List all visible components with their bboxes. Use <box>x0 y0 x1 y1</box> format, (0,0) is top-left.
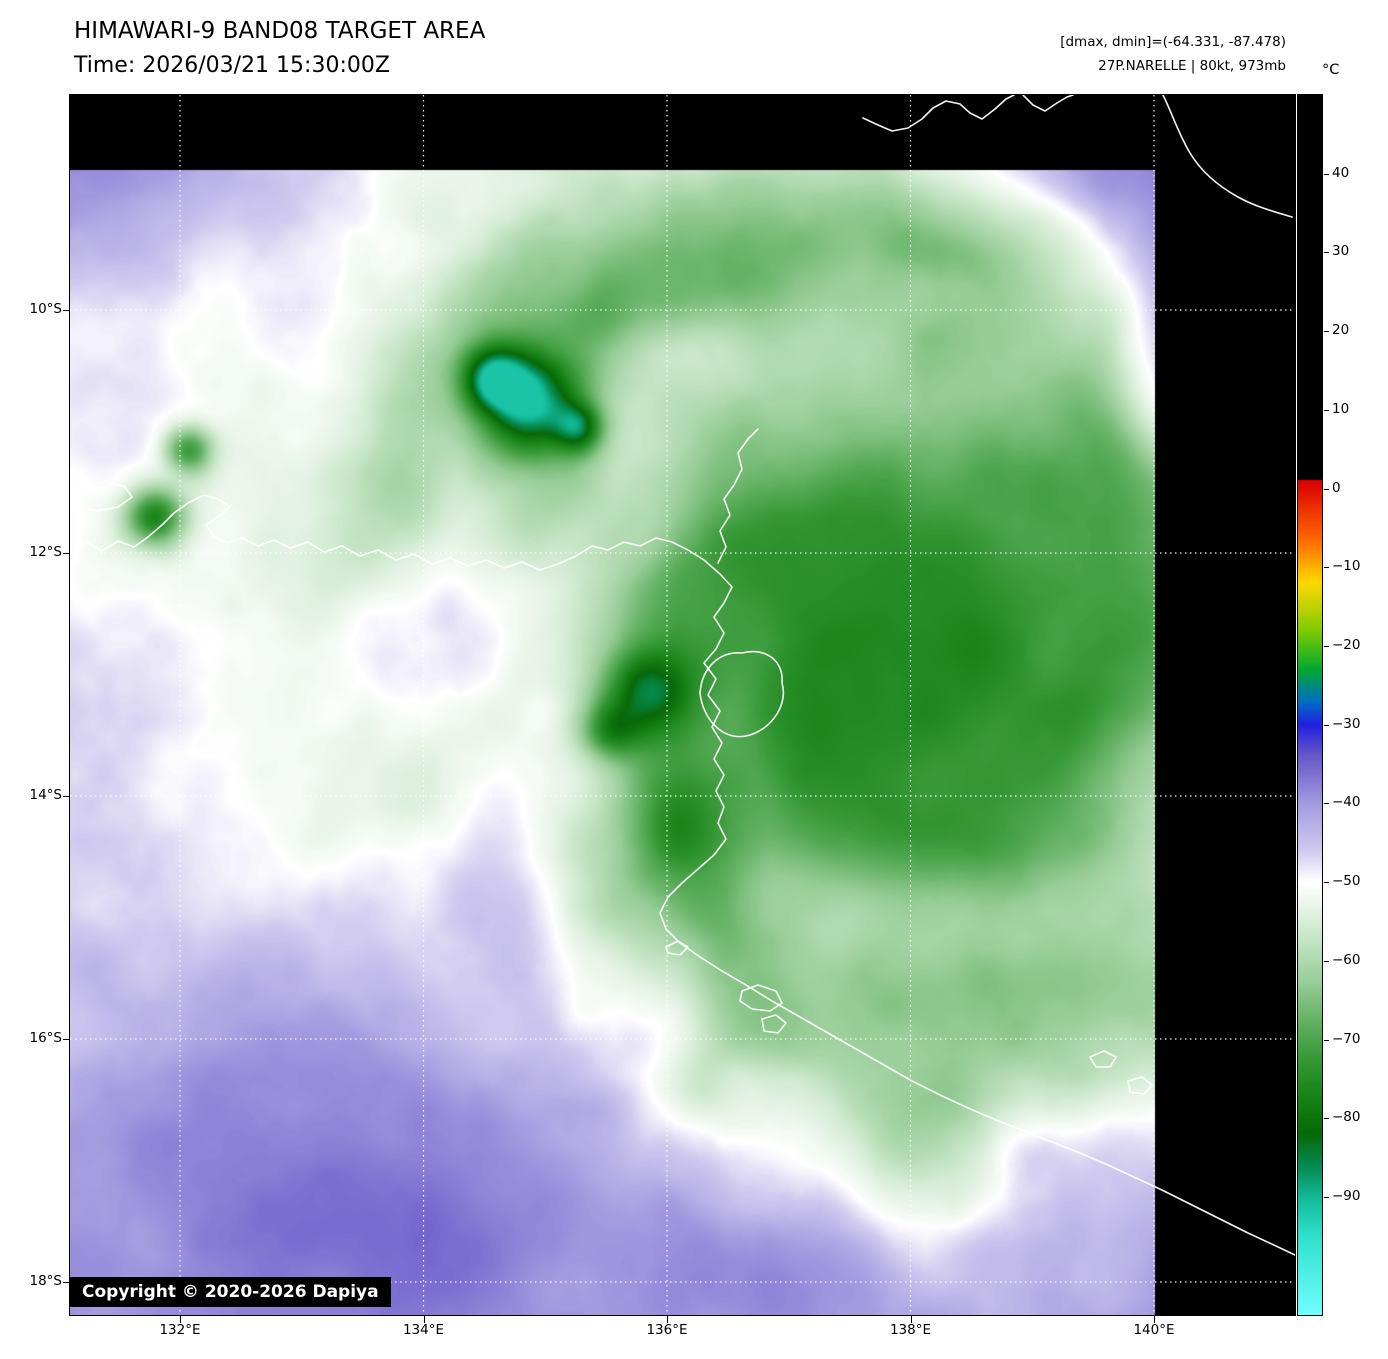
coastline-pellew-islands <box>665 940 689 956</box>
axis-tick-lat <box>63 1282 70 1283</box>
coastline-se-gulf-island-2 <box>1127 1076 1153 1095</box>
colorbar-tick-label: 0 <box>1332 479 1341 496</box>
colorbar-tick <box>1324 409 1329 411</box>
coastline-wessel-islands <box>717 428 759 564</box>
colorbar-tick <box>1324 1118 1329 1120</box>
axis-tick-lon <box>180 1316 181 1323</box>
colorbar-tick-label: −10 <box>1332 558 1361 575</box>
coastlines <box>70 95 1295 1256</box>
colorbar-tick-label: 30 <box>1332 243 1350 260</box>
coastline-groote-eylandt <box>699 650 785 738</box>
figure-title: HIMAWARI-9 BAND08 TARGET AREA <box>74 18 486 44</box>
colorbar-tick-label: −70 <box>1332 1030 1361 1047</box>
colorbar-tick <box>1324 252 1329 254</box>
axis-label-lat-16°S: 16°S <box>29 1030 63 1046</box>
grid-lines <box>70 95 1295 1315</box>
coastline-se-gulf-island-1 <box>1089 1050 1117 1068</box>
colorbar-tick <box>1324 1039 1329 1041</box>
colorbar-canvas <box>1298 95 1322 1315</box>
axis-tick-lat <box>63 796 70 797</box>
colorbar-tick-label: −60 <box>1332 951 1361 968</box>
axis-label-lon-132°E: 132°E <box>159 1322 201 1338</box>
colorbar-tick-label: −80 <box>1332 1109 1361 1126</box>
axis-tick-lon <box>910 1316 912 1323</box>
colorbar-tick-label: 40 <box>1332 164 1350 181</box>
colorbar-tick <box>1324 645 1329 647</box>
axis-tick-lat <box>63 310 70 311</box>
coastline-tiwi-islands <box>70 480 133 512</box>
colorbar-tick <box>1324 173 1329 175</box>
satellite-image-canvas <box>70 95 1295 1315</box>
colorbar-tick-label: −50 <box>1332 873 1361 890</box>
colorbar-tick-label: 10 <box>1332 400 1350 417</box>
colorbar-tick-label: −40 <box>1332 794 1361 811</box>
colorbar-unit-label: °C <box>1322 62 1340 78</box>
coastline-new-guinea-mid <box>1022 95 1074 112</box>
axis-label-lat-12°S: 12°S <box>29 544 63 560</box>
colorbar-tick <box>1324 882 1329 884</box>
colorbar-tick <box>1324 331 1329 333</box>
colorbar-tick-label: 20 <box>1332 322 1350 339</box>
figure-timestamp: Time: 2026/03/21 15:30:00Z <box>74 53 390 78</box>
axis-label-lon-134°E: 134°E <box>402 1322 445 1338</box>
coastline-wellesley-island-2 <box>761 1014 787 1034</box>
axis-label-lat-14°S: 14°S <box>29 787 63 803</box>
colorbar <box>1297 94 1323 1316</box>
colorbar-tick-label: −20 <box>1332 636 1361 653</box>
axis-tick-lat <box>63 553 70 554</box>
map-overlay <box>70 95 1295 1315</box>
storm-info-readout: 27P.NARELLE | 80kt, 973mb <box>1098 58 1286 75</box>
coastline-wellesley-island-1 <box>739 984 783 1012</box>
coastline-new-guinea-west <box>862 95 1015 132</box>
colorbar-tick <box>1324 803 1329 805</box>
axis-label-lat-10°S: 10°S <box>29 301 63 317</box>
colorbar-tick <box>1324 488 1329 490</box>
coastline-new-guinea-east <box>1162 95 1293 218</box>
axis-label-lon-136°E: 136°E <box>646 1322 688 1338</box>
colorbar-tick-label: −90 <box>1332 1187 1361 1204</box>
colorbar-tick-label: −30 <box>1332 715 1361 732</box>
coastline-australia-mainland <box>70 494 1295 1256</box>
colorbar-tick <box>1324 724 1329 726</box>
axis-tick-lon <box>667 1316 668 1323</box>
axis-label-lat-18°S: 18°S <box>29 1273 63 1289</box>
colorbar-tick <box>1324 567 1329 569</box>
header-right: [dmax, dmin]=(-64.331, -87.478) 27P.NARE… <box>1060 30 1286 79</box>
colorbar-tick <box>1324 960 1329 962</box>
map-area: Copyright © 2020-2026 Dapiya <box>69 94 1296 1316</box>
axis-tick-lon <box>1154 1316 1155 1323</box>
dmax-dmin-readout: [dmax, dmin]=(-64.331, -87.478) <box>1060 34 1286 50</box>
axis-tick-lat <box>63 1039 70 1040</box>
axis-label-lon-140°E: 140°E <box>1133 1322 1175 1338</box>
copyright-badge: Copyright © 2020-2026 Dapiya <box>70 1277 391 1307</box>
axis-label-lon-138°E: 138°E <box>889 1322 932 1338</box>
colorbar-tick <box>1324 1196 1329 1198</box>
axis-tick-lon <box>423 1316 425 1323</box>
